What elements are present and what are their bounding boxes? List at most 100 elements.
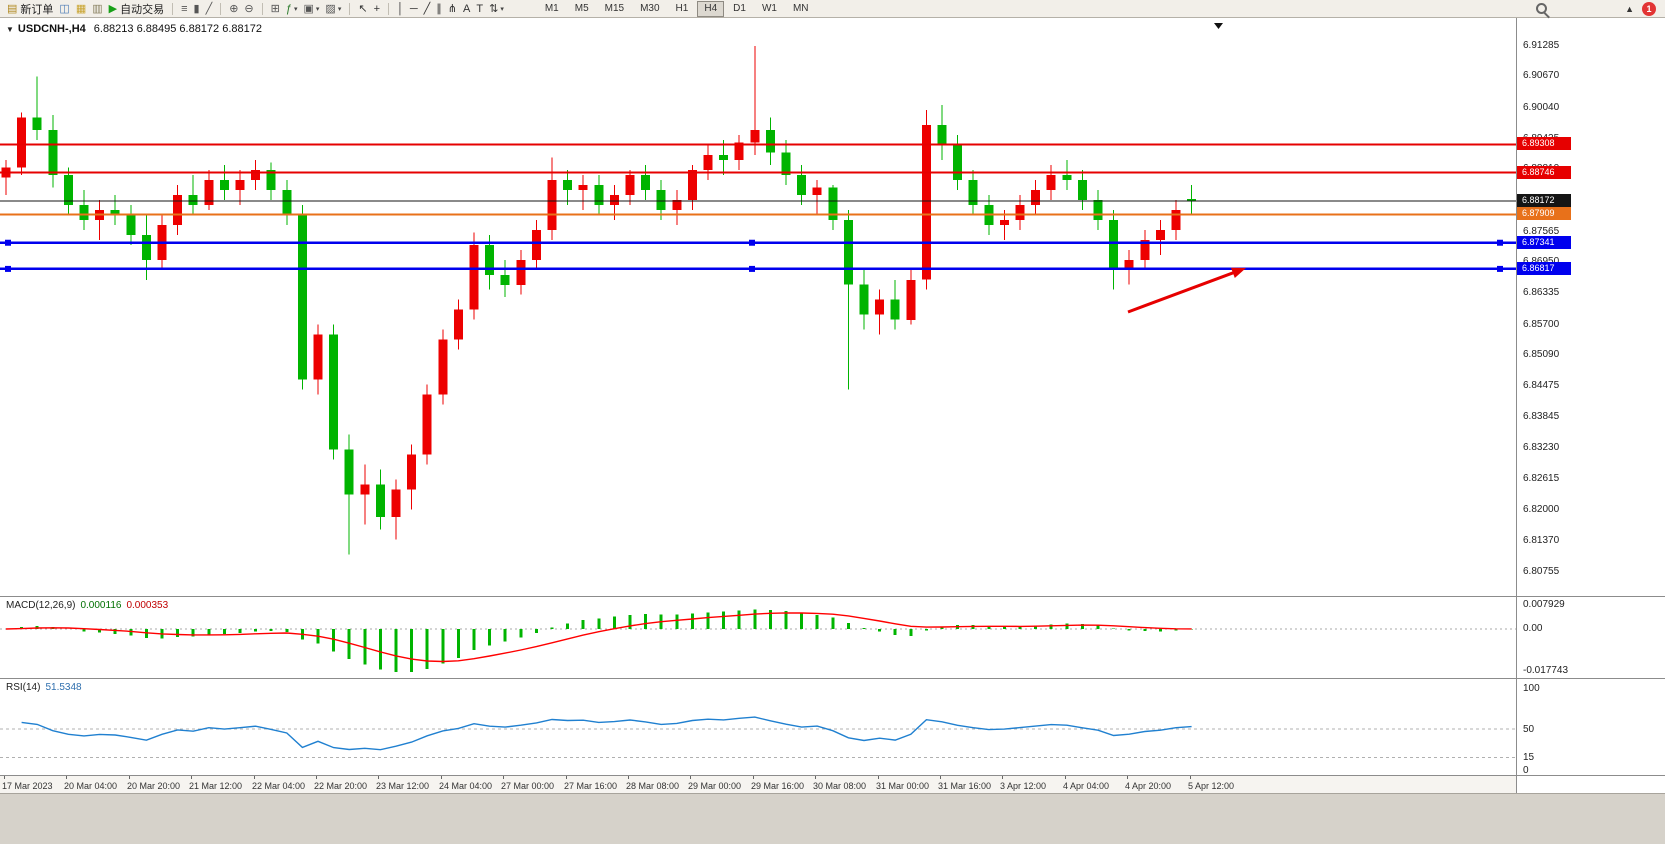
profiles-button[interactable]: ▦ [73,1,89,17]
price-chart-canvas[interactable] [0,18,1516,596]
candle-body [204,179,214,205]
line-handle[interactable] [5,265,11,272]
candle-body [594,184,604,205]
horizontal-line-button[interactable]: ─ [407,1,421,17]
time-axis-tick [566,776,567,779]
candle-body [531,229,541,260]
equidistant-channel-button[interactable]: ∥ [433,1,445,17]
chart-window-button[interactable]: ◫ [56,1,72,17]
candle-body [609,194,619,205]
panel-separator[interactable] [0,678,1665,679]
time-axis-tick [378,776,379,779]
timeframe-h1-button[interactable]: H1 [675,2,689,14]
time-axis-tick [815,776,816,779]
search-icon[interactable] [1536,3,1548,14]
candle-body [547,179,557,230]
cursor-button[interactable]: ↖ [355,1,370,17]
bar-chart-button[interactable]: ≡ [178,1,190,17]
panel-separator[interactable] [0,775,1665,776]
arrow-annotation-head[interactable] [1231,267,1246,278]
macd-signal-value: 0.000353 [126,600,169,611]
templates-icon: ▨ [325,2,336,15]
candle-body [219,179,229,190]
candle-body [1015,204,1025,220]
arrows-button[interactable]: ⇅ ▾ [486,1,507,17]
timeframe-m30-button[interactable]: M30 [640,2,660,14]
time-axis-tick [1190,776,1191,779]
timeframe-m1-button[interactable]: M1 [544,2,559,14]
rsi-name: RSI(14) [6,682,41,693]
timeframe-m5-button[interactable]: M5 [574,2,589,14]
chart-dropdown-icon[interactable]: ▼ [6,25,14,34]
indicators-button[interactable]: ƒ ▾ [283,1,301,17]
toolbar-separator [220,2,222,15]
timeframe-d1-button[interactable]: D1 [733,2,746,14]
time-axis-tick [503,776,504,779]
candle-body [953,144,963,180]
timeframe-w1-button[interactable]: W1 [761,2,777,14]
collapse-toolbar-icon[interactable]: ▲ [1625,3,1634,14]
candle-body [329,334,339,450]
tile-windows-icon: ⊞ [270,2,280,15]
candle-body [391,489,401,517]
price-badge-support-2: 6.86817 [1517,262,1571,275]
candle-body [765,129,775,153]
time-axis[interactable]: 17 Mar 2023 20 Mar 04:00 20 Mar 20:00 21 Ma… [0,776,1516,793]
text-label-button[interactable]: T [473,1,486,17]
candle-body [1155,229,1165,240]
candle-body [781,152,791,175]
fibonacci-icon: ⋔ [447,2,458,15]
dropdown-caret-icon: ▾ [337,5,342,13]
data-window-button[interactable]: ▥ [89,1,105,17]
new-order-label: 新订单 [20,3,54,16]
candle-body [1031,189,1041,205]
price-axis-label: 6.90670 [1523,70,1560,81]
line-handle[interactable] [1497,265,1503,272]
trendline-button[interactable]: ╱ [421,1,434,17]
macd-panel-canvas[interactable] [0,598,1516,678]
line-handle[interactable] [749,265,755,272]
chart-window-icon: ◫ [59,2,70,15]
text-button[interactable]: A [460,1,473,17]
line-handle[interactable] [1497,239,1503,246]
crosshair-button[interactable]: + [371,1,383,17]
toolbar-separator [349,2,351,15]
main-toolbar: ▤ 新订单 ◫ ▦ ▥ ▶ 自动交易 ≡ ▮ ╱ ⊕ ⊖ ⊞ ƒ ▾ ▣ ▾ ▨ ▾ ↖ + │ ─ ╱ ∥ ⋔ A T ⇅ ▾ M1 M5… [0,0,1665,18]
auto-trading-button[interactable]: ▶ 自动交易 [106,1,167,17]
time-axis-label: 31 Mar 16:00 [938,781,992,791]
candle-body [1093,199,1103,220]
timeframe-mn-button[interactable]: MN [792,2,809,14]
price-axis[interactable]: 6.912856.906706.900406.894256.888106.881… [1516,18,1665,793]
rsi-panel-canvas[interactable] [0,680,1516,775]
candle-body [110,209,120,215]
chart-shift-marker[interactable] [1214,23,1223,29]
candle-body [672,199,682,210]
candle-body [578,184,588,190]
zoom-out-button[interactable]: ⊖ [241,1,256,17]
timeframe-h4-button[interactable]: H4 [697,0,725,17]
macd-signal-line [5,612,1192,663]
time-axis-tick [254,776,255,779]
time-axis-label: 3 Apr 12:00 [1000,781,1047,791]
macd-axis-label: -0.017743 [1523,665,1569,676]
zoom-in-button[interactable]: ⊕ [226,1,241,17]
new-order-button[interactable]: ▤ 新订单 [4,1,56,17]
periods-button[interactable]: ▣ ▾ [301,1,323,17]
window-bottom-strip [0,793,1665,844]
arrow-annotation[interactable] [1127,269,1240,314]
templates-button[interactable]: ▨ ▾ [322,1,344,17]
line-chart-button[interactable]: ╱ [203,1,216,17]
time-axis-label: 22 Mar 20:00 [314,781,368,791]
vertical-line-button[interactable]: │ [394,1,407,17]
notification-badge[interactable]: 1 [1642,1,1656,16]
tile-windows-button[interactable]: ⊞ [268,1,283,17]
panel-separator[interactable] [0,596,1665,597]
line-handle[interactable] [5,239,11,246]
line-handle[interactable] [749,239,755,246]
fibonacci-button[interactable]: ⋔ [445,1,460,17]
toolbar-buttons-group: ▤ 新订单 ◫ ▦ ▥ ▶ 自动交易 ≡ ▮ ╱ ⊕ ⊖ ⊞ ƒ ▾ ▣ ▾ ▨ ▾ ↖ + │ ─ ╱ ∥ ⋔ A T ⇅ ▾ [4,1,507,17]
candle-body [438,339,448,395]
trendline-icon: ╱ [423,2,431,15]
timeframe-m15-button[interactable]: M15 [604,2,625,14]
candlestick-chart-button[interactable]: ▮ [191,1,203,17]
